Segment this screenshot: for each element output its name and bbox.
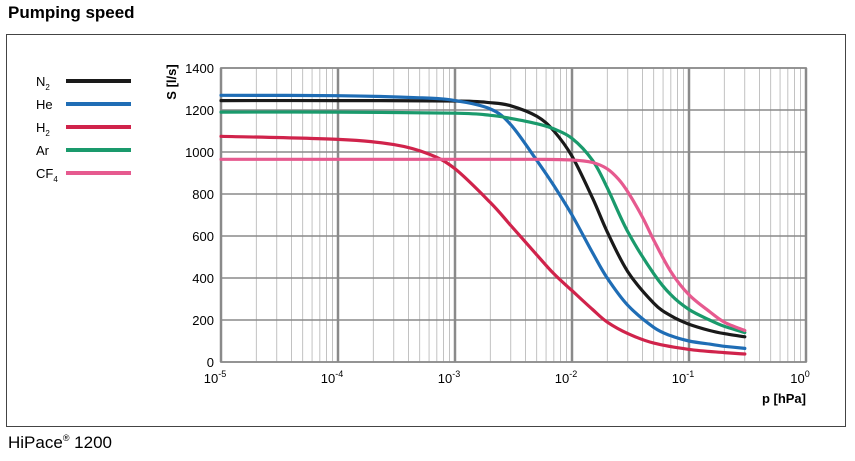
- y-tick-label: 1000: [185, 145, 214, 160]
- y-tick-label: 400: [192, 271, 214, 286]
- y-axis-label: S [l/s]: [164, 64, 179, 99]
- grid-lines: [219, 67, 808, 363]
- x-tick-label: 10-5: [204, 369, 226, 386]
- series-line-cf4: [219, 157, 747, 333]
- y-tick-label: 1200: [185, 103, 214, 118]
- legend-label-cf4: CF4: [36, 166, 58, 184]
- legend-label-ar: Ar: [36, 143, 50, 158]
- x-tick-label: 10-4: [321, 369, 343, 386]
- series-line-ar: [219, 110, 747, 335]
- caption-model-number: 1200: [69, 433, 112, 452]
- data-series: [219, 93, 747, 356]
- product-caption: HiPace® 1200: [8, 433, 112, 453]
- caption-product-name: HiPace: [8, 433, 63, 452]
- series-line-he: [219, 93, 747, 350]
- legend-label-n2: N2: [36, 74, 50, 92]
- x-tick-label: 10-3: [438, 369, 460, 386]
- chart-title: Pumping speed: [8, 3, 135, 22]
- caption-registered-mark: ®: [62, 433, 70, 443]
- series-line-n2: [219, 98, 747, 339]
- x-axis-label: p [hPa]: [762, 391, 806, 406]
- x-tick-label: 10-1: [672, 369, 694, 386]
- y-tick-label: 800: [192, 187, 214, 202]
- x-tick-label: 10-2: [555, 369, 577, 386]
- y-tick-label: 600: [192, 229, 214, 244]
- chart-frame: [6, 34, 846, 427]
- series-line-h2: [219, 134, 747, 356]
- y-tick-label: 200: [192, 313, 214, 328]
- y-tick-label: 1400: [185, 61, 214, 76]
- legend-label-h2: H2: [36, 120, 50, 138]
- y-tick-label: 0: [207, 355, 214, 370]
- x-tick-label: 100: [790, 369, 809, 386]
- legend-label-he: He: [36, 97, 53, 112]
- legend: N2 He H2 Ar CF4: [36, 74, 131, 184]
